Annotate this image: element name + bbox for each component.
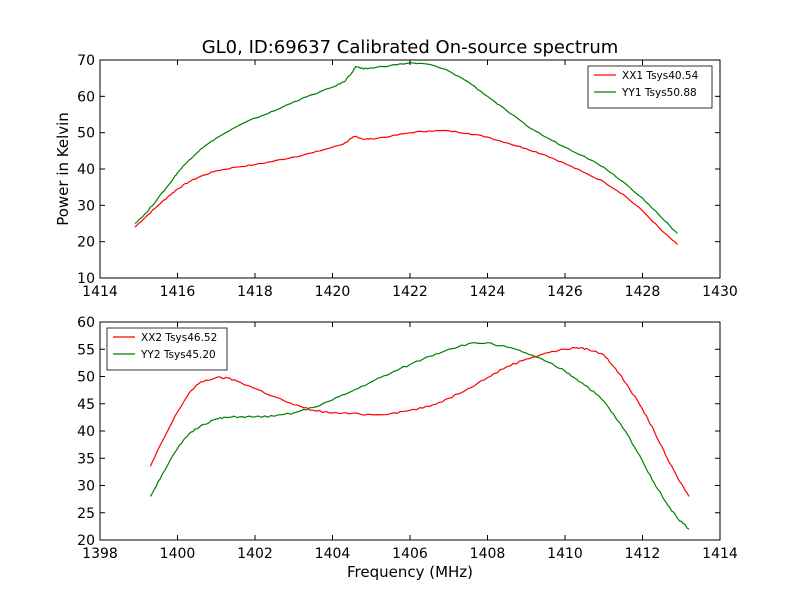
y-tick-label: 35 [77,451,95,467]
legend-label: YY2 Tsys45.20 [140,349,216,361]
y-tick-label: 40 [77,162,95,178]
bottom-subplot: 1398 1400 1402 1404 1406 1408 1410 1412 1414 20 25… [77,315,738,562]
y-tick-label: 55 [77,342,95,358]
x-tick-label: 1410 [547,546,583,562]
y-axis-label: Power in Kelvin [54,112,72,226]
top-subplot: 1414 1416 1418 1420 1422 1424 1426 1428 1430 10 20… [77,53,738,300]
y-tick-label: 60 [77,315,95,331]
legend-box [587,65,713,109]
y-tick-label: 50 [77,370,95,386]
x-tick-label: 1428 [625,284,661,300]
x-tick-label: 1416 [160,284,196,300]
x-tick-label: 1404 [315,546,351,562]
legend-label: XX2 Tsys46.52 [141,332,217,344]
y-tick-label: 25 [77,506,95,522]
legend-box [106,327,228,371]
series-line-xx [134,129,678,245]
x-tick-label: 1412 [625,546,661,562]
series-line-yy [149,341,690,530]
y-tick-label: 30 [77,198,95,214]
x-tick-label: 1426 [547,284,583,300]
x-tick-label: 1418 [237,284,273,300]
series-line-yy [134,62,678,234]
x-tick-label: 1414 [82,284,118,300]
figure-title: GL0, ID:69637 Calibrated On-source spect… [202,37,619,58]
x-tick-label: 1408 [470,546,506,562]
x-tick-label: 1424 [470,284,506,300]
series-line-xx [149,346,690,497]
y-tick-label: 20 [77,533,95,549]
y-tick-label: 70 [77,53,95,69]
legend: XX2 Tsys46.52 YY2 Tsys45.20 [106,327,228,371]
y-tick-label: 60 [77,89,95,105]
y-tick-label: 50 [77,126,95,142]
legend: XX1 Tsys40.54 YY1 Tsys50.88 [587,65,713,109]
x-tick-label: 1420 [315,284,351,300]
x-tick-label: 1422 [392,284,428,300]
y-tick-label: 30 [77,479,95,495]
x-tick-label: 1414 [702,546,738,562]
x-tick-label: 1430 [702,284,738,300]
x-axis-label: Frequency (MHz) [347,563,473,581]
x-tick-label: 1406 [392,546,428,562]
x-tick-label: 1402 [237,546,273,562]
y-tick-label: 10 [77,271,95,287]
y-tick-label: 45 [77,397,95,413]
legend-label: YY1 Tsys50.88 [621,87,697,99]
x-tick-label: 1400 [160,546,196,562]
y-tick-label: 20 [77,235,95,251]
y-tick-label: 40 [77,424,95,440]
x-tick-label: 1398 [82,546,118,562]
legend-label: XX1 Tsys40.54 [622,70,699,82]
